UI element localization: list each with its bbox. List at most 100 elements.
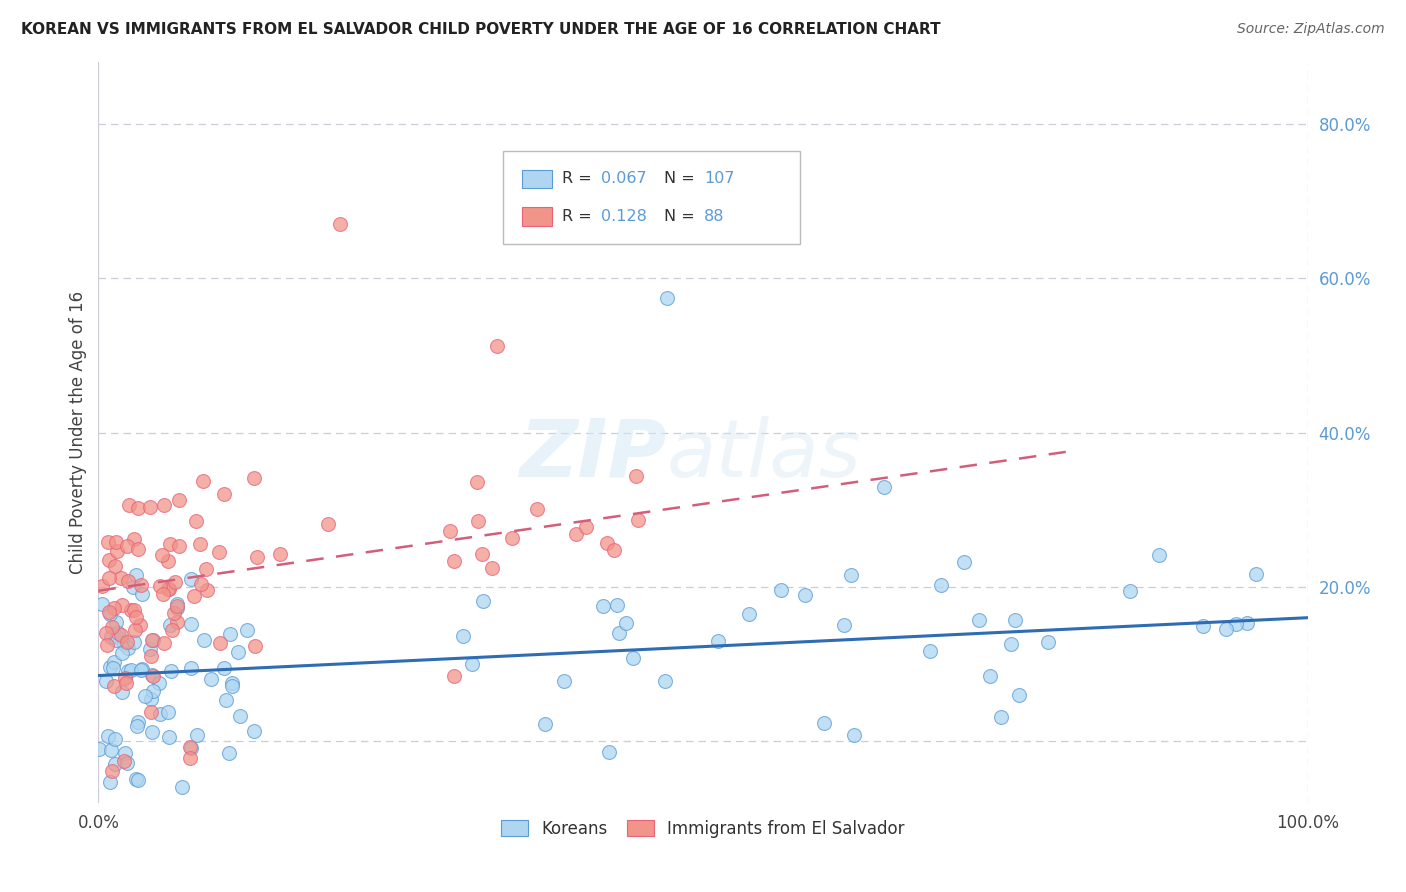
- Point: [117, 539, 139, 553]
- Point: [596, 535, 619, 549]
- Point: [112, 755, 135, 769]
- Point: [1004, 613, 1026, 627]
- Point: [621, 651, 644, 665]
- Point: [121, 664, 143, 678]
- Point: [149, 706, 172, 721]
- Point: [111, 599, 134, 613]
- Point: [157, 582, 180, 596]
- Point: [103, 680, 125, 694]
- Point: [606, 599, 628, 613]
- Point: [98, 775, 121, 789]
- Point: [208, 545, 231, 559]
- Y-axis label: Child Poverty Under the Age of 16: Child Poverty Under the Age of 16: [69, 291, 87, 574]
- Point: [125, 568, 148, 582]
- Point: [269, 547, 291, 561]
- Point: [110, 628, 132, 642]
- Point: [208, 636, 231, 650]
- Point: [159, 536, 181, 550]
- Point: [180, 661, 202, 675]
- Point: [112, 637, 135, 651]
- Point: [180, 572, 202, 586]
- Text: atlas: atlas: [666, 416, 862, 494]
- Point: [443, 554, 465, 568]
- Point: [127, 772, 149, 787]
- Point: [90, 579, 112, 593]
- Point: [103, 661, 125, 675]
- Point: [212, 661, 235, 675]
- Point: [153, 636, 176, 650]
- Text: 107: 107: [704, 171, 735, 186]
- Point: [534, 716, 557, 731]
- Point: [117, 574, 139, 589]
- Text: Source: ZipAtlas.com: Source: ZipAtlas.com: [1237, 22, 1385, 37]
- Text: KOREAN VS IMMIGRANTS FROM EL SALVADOR CHILD POVERTY UNDER THE AGE OF 16 CORRELAT: KOREAN VS IMMIGRANTS FROM EL SALVADOR CH…: [21, 22, 941, 37]
- Point: [148, 676, 170, 690]
- Text: 88: 88: [704, 209, 724, 224]
- Point: [141, 668, 163, 682]
- Point: [243, 723, 266, 738]
- Point: [89, 742, 111, 756]
- Point: [614, 615, 637, 630]
- Point: [96, 535, 118, 549]
- Point: [1244, 567, 1267, 582]
- Point: [105, 632, 128, 647]
- Point: [98, 572, 121, 586]
- Point: [139, 705, 162, 719]
- Point: [654, 674, 676, 689]
- Point: [115, 756, 138, 771]
- Point: [100, 607, 122, 621]
- FancyBboxPatch shape: [522, 207, 553, 226]
- Point: [117, 664, 139, 678]
- Point: [195, 562, 218, 576]
- Point: [169, 493, 191, 508]
- Point: [166, 599, 188, 614]
- Point: [100, 630, 122, 644]
- Point: [110, 571, 132, 585]
- Point: [96, 729, 118, 743]
- Point: [1191, 618, 1213, 632]
- Point: [1236, 615, 1258, 630]
- Text: ZIP: ZIP: [519, 416, 666, 494]
- Point: [122, 635, 145, 649]
- Point: [124, 623, 146, 637]
- Point: [212, 486, 235, 500]
- Point: [101, 764, 124, 778]
- Point: [103, 655, 125, 669]
- Point: [141, 725, 163, 739]
- Point: [707, 634, 730, 648]
- Text: 0.128: 0.128: [602, 209, 647, 224]
- Point: [166, 615, 188, 630]
- Point: [100, 620, 122, 634]
- Point: [138, 641, 160, 656]
- Point: [152, 586, 174, 600]
- Point: [235, 623, 257, 637]
- Point: [738, 607, 761, 622]
- FancyBboxPatch shape: [522, 169, 553, 188]
- Point: [842, 728, 865, 742]
- Point: [150, 548, 173, 562]
- FancyBboxPatch shape: [503, 152, 800, 244]
- Point: [193, 632, 215, 647]
- Point: [179, 751, 201, 765]
- Point: [114, 671, 136, 685]
- Point: [329, 218, 352, 232]
- Point: [142, 632, 165, 647]
- Point: [105, 630, 128, 644]
- Point: [114, 746, 136, 760]
- Point: [575, 520, 598, 534]
- Point: [243, 470, 266, 484]
- Point: [125, 719, 148, 733]
- Point: [96, 674, 118, 689]
- Point: [221, 679, 243, 693]
- Point: [163, 606, 186, 620]
- Point: [243, 639, 266, 653]
- Point: [170, 780, 193, 795]
- Point: [142, 684, 165, 698]
- Point: [166, 600, 188, 615]
- Point: [318, 516, 340, 531]
- Point: [157, 705, 180, 719]
- Point: [127, 501, 149, 516]
- Point: [107, 544, 129, 558]
- Point: [156, 582, 179, 597]
- Point: [134, 689, 156, 703]
